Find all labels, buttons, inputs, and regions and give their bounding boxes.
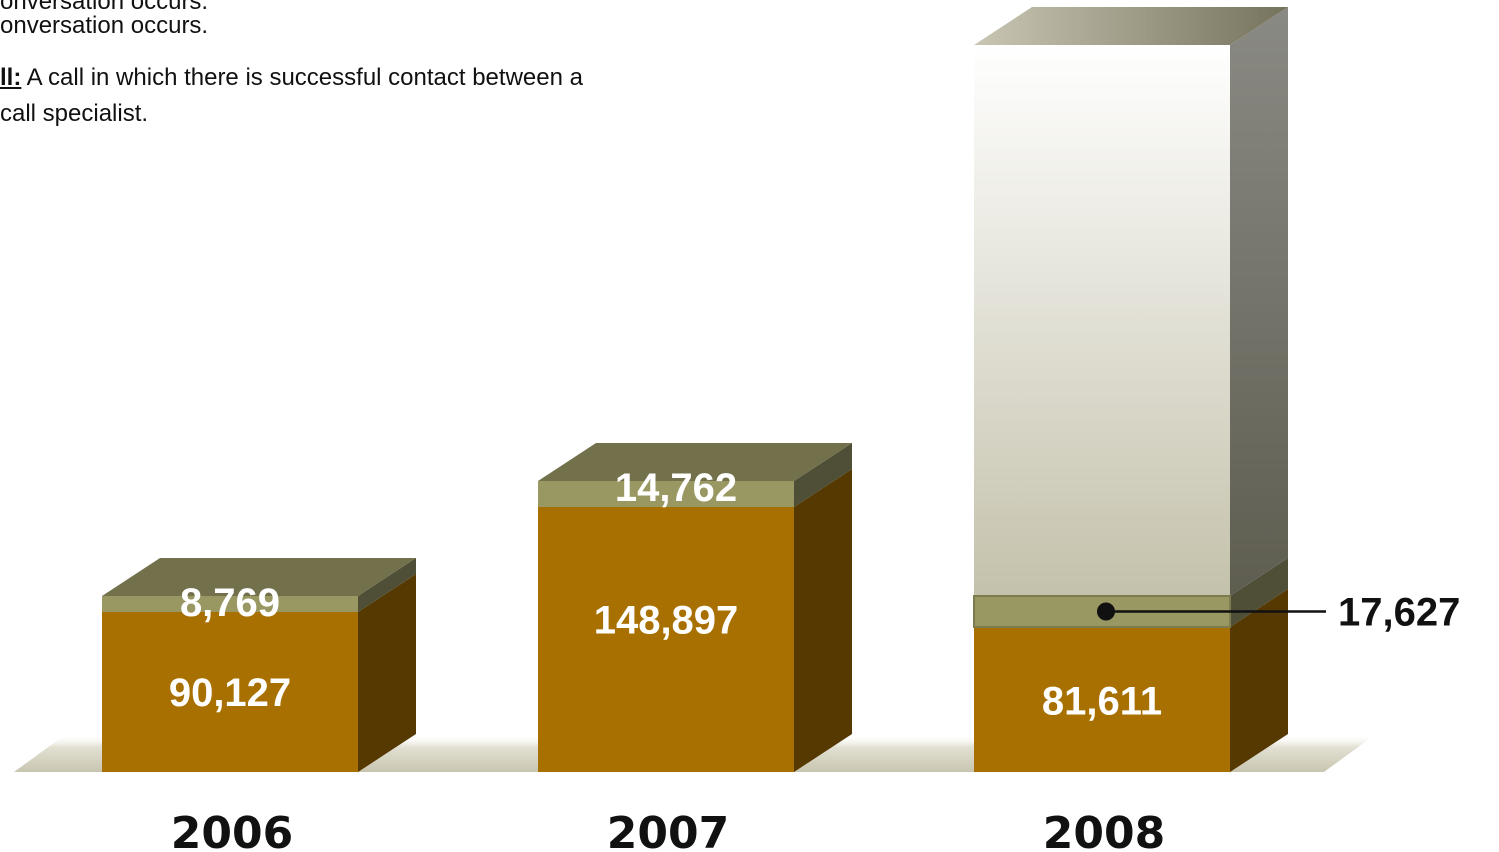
bar-segment-2007-lower xyxy=(538,507,794,772)
definition-text: A call in which there is successful cont… xyxy=(21,64,583,91)
definition-text: onversation occurs. xyxy=(0,12,209,39)
labels-group: 90,127 8,769 2006 148,897 14,762 2007 81,611 17… xyxy=(169,466,1461,852)
value-label-2006-lower: 90,127 xyxy=(169,671,291,715)
bar-side-upper-2007 xyxy=(794,443,852,507)
definition-term: ll: xyxy=(0,64,22,91)
value-label-2007-lower: 148,897 xyxy=(594,599,739,643)
bar-outer-front-2008 xyxy=(974,45,1230,596)
definition-line-4: call specialist. xyxy=(0,98,148,130)
bar-side-upper-2008 xyxy=(1230,558,1288,627)
category-label-2007: 2007 xyxy=(607,808,729,852)
bar-side-2007 xyxy=(794,469,852,772)
bar-outer-top-2008 xyxy=(974,7,1288,45)
bar-segment-2006-upper xyxy=(102,596,358,612)
callout-label-2008: 17,627 xyxy=(1338,591,1460,635)
category-label-2006: 2006 xyxy=(171,808,293,852)
bar-outer-side-2008 xyxy=(1230,7,1288,596)
definition-text: call specialist. xyxy=(0,100,149,127)
value-label-2008-lower: 81,611 xyxy=(1042,680,1162,724)
bar-segment-2008-lower xyxy=(974,627,1230,772)
bar-top-2006 xyxy=(102,558,416,596)
value-label-2007-upper: 14,762 xyxy=(615,466,737,510)
category-label-2008: 2008 xyxy=(1043,808,1165,852)
bar-segment-2007-upper xyxy=(538,481,794,507)
bar-side-2008 xyxy=(1230,589,1288,772)
bar-segment-2006-lower xyxy=(102,612,358,772)
value-label-2006-upper: 8,769 xyxy=(180,581,280,625)
bar-side-upper-2006 xyxy=(358,558,416,612)
bar-side-2006 xyxy=(358,574,416,772)
definition-line-3: ll: A call in which there is successful … xyxy=(0,62,583,94)
bar-top-2007 xyxy=(538,443,852,481)
definition-line-2: onversation occurs. xyxy=(0,10,208,42)
bars-group xyxy=(102,7,1288,772)
definition-line-1: onversation occurs. xyxy=(0,0,208,18)
definition-text: onversation occurs. xyxy=(0,0,209,15)
